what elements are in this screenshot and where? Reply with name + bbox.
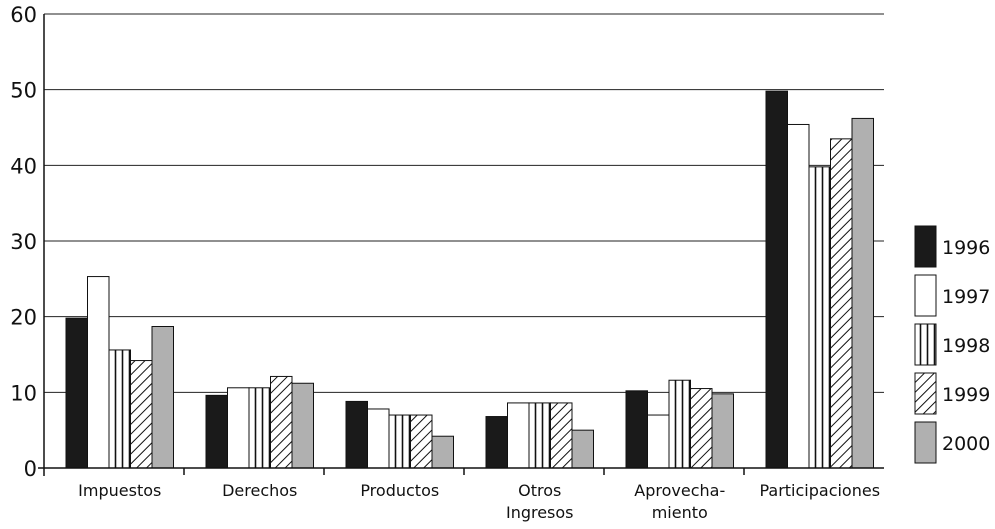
bar-1997-1 <box>227 387 250 469</box>
axes <box>38 14 884 476</box>
bar-1997-2 <box>367 408 390 469</box>
y-tick-label: 60 <box>10 3 37 27</box>
bar-1996-0 <box>65 317 88 469</box>
bar-1997-4 <box>647 414 670 469</box>
y-tick-label: 10 <box>10 381 37 405</box>
y-tick-label: 40 <box>10 154 37 178</box>
legend-label: 1997 <box>942 286 990 308</box>
legend-swatch <box>914 225 937 268</box>
bar-2000-0 <box>151 326 174 469</box>
bar-1999-2 <box>410 414 433 469</box>
bar-1997-3 <box>507 402 530 469</box>
bar-1998-0 <box>108 349 131 469</box>
category-label: Derechos <box>222 481 297 500</box>
legend-item-1997: 1997 <box>914 274 990 317</box>
legend-swatch <box>914 274 937 317</box>
bar-2000-3 <box>571 429 594 469</box>
bar-2000-5 <box>851 117 874 469</box>
y-tick-label: 20 <box>10 306 37 330</box>
bar-1996-2 <box>345 400 368 469</box>
bar-1996-3 <box>485 416 508 469</box>
y-tick-labels: 0 10 20 30 40 50 60 <box>10 3 37 481</box>
bar-1999-5 <box>830 138 853 469</box>
bar-1998-3 <box>528 402 551 469</box>
bar-2000-1 <box>291 382 314 469</box>
grid-lines <box>44 13 884 393</box>
legend-label: 1999 <box>942 384 990 406</box>
bar-1996-4 <box>625 390 648 469</box>
legend-swatch <box>914 421 937 464</box>
bar-1998-2 <box>388 414 411 469</box>
bar-1999-1 <box>270 375 293 469</box>
category-label: Impuestos <box>78 481 161 500</box>
bar-1999-0 <box>130 360 153 469</box>
bars <box>65 90 874 469</box>
bar-1996-1 <box>205 394 228 469</box>
bar-1998-4 <box>668 379 691 469</box>
legend-item-2000: 2000 <box>914 421 990 464</box>
legend: 1996 1997 1998 1999 2000 <box>914 225 990 464</box>
legend-item-1999: 1999 <box>914 372 990 415</box>
category-label: Productos <box>360 481 439 500</box>
category-labels: Impuestos Derechos Productos Otros Ingresos A… <box>78 481 880 522</box>
bar-1999-4 <box>690 388 713 469</box>
legend-label: 1998 <box>942 335 990 357</box>
category-label: Otros <box>518 481 561 500</box>
legend-item-1998: 1998 <box>914 323 990 366</box>
bar-2000-2 <box>431 435 454 469</box>
y-tick-label: 30 <box>10 230 37 254</box>
legend-label: 1996 <box>942 237 990 259</box>
bar-1998-5 <box>808 166 831 469</box>
legend-swatch <box>914 323 937 366</box>
category-label: miento <box>652 503 708 522</box>
bar-1998-1 <box>248 387 271 469</box>
legend-swatch <box>914 372 937 415</box>
category-label: Aprovecha- <box>634 481 725 500</box>
bar-1999-3 <box>550 402 573 469</box>
category-label: Ingresos <box>506 503 574 522</box>
bar-1996-5 <box>765 90 788 469</box>
category-label: Participaciones <box>759 481 880 500</box>
legend-item-1996: 1996 <box>914 225 990 268</box>
y-tick-label: 50 <box>10 79 37 103</box>
legend-label: 2000 <box>942 433 990 455</box>
bar-1997-0 <box>87 276 110 469</box>
bar-1997-5 <box>787 123 810 469</box>
y-tick-label: 0 <box>24 457 37 481</box>
bar-2000-4 <box>711 393 734 469</box>
